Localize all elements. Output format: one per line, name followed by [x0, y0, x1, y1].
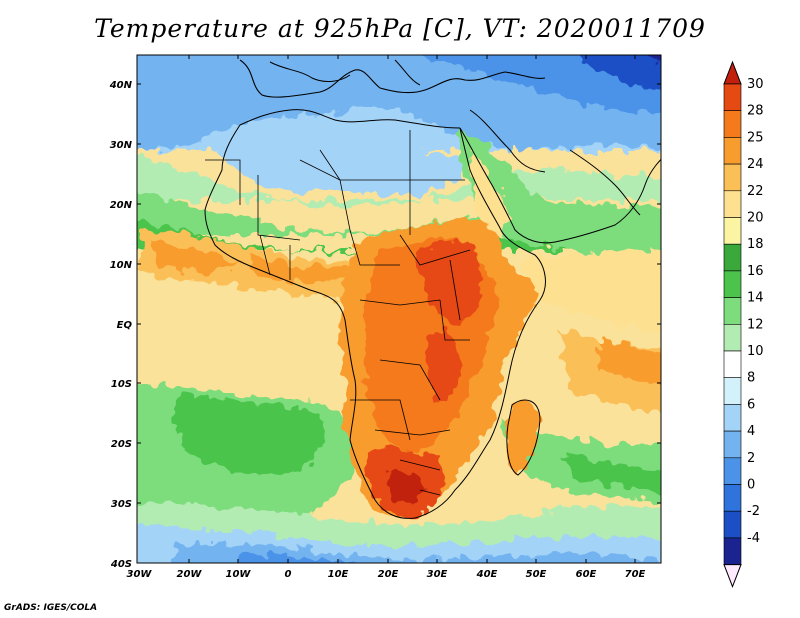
- colorbar-swatch: [723, 323, 742, 352]
- colorbar-label: -4: [747, 531, 760, 546]
- colorbar-swatch: [723, 297, 742, 325]
- colorbar-label: 2: [747, 451, 755, 466]
- lon-label: 10W: [226, 569, 252, 580]
- colorbar-swatch: [723, 137, 742, 165]
- colorbar-swatch: [723, 457, 742, 485]
- lon-label: 50E: [526, 569, 547, 580]
- colorbar-swatch: [723, 430, 742, 459]
- colorbar-label: 12: [747, 317, 764, 332]
- colorbar-label: 24: [747, 157, 764, 172]
- country-borders: [205, 130, 471, 496]
- map-frame: [136, 54, 662, 564]
- lon-label: 30W: [127, 569, 153, 580]
- colorbar-label: 16: [747, 264, 764, 279]
- lon-label: 20W: [177, 569, 203, 580]
- lat-label: 20S: [111, 439, 132, 450]
- colorbar-swatch: [723, 377, 742, 405]
- colorbar-label: 30: [747, 77, 764, 92]
- lon-label: 30E: [427, 569, 448, 580]
- colorbar-swatch: [723, 510, 742, 539]
- colorbar-label: 28: [747, 104, 764, 119]
- lon-label: 70E: [625, 569, 646, 580]
- grads-credit: GrADS: IGES/COLA: [4, 603, 98, 613]
- colorbar-label: -2: [747, 504, 760, 519]
- colorbar-label: 4: [747, 424, 755, 439]
- colorbar-label: 10: [747, 344, 764, 359]
- colorbar-bottom-triangle: [723, 564, 742, 588]
- colorbar-swatch: [723, 190, 742, 218]
- colorbar-swatch: [723, 404, 742, 432]
- colorbar-label: 0: [747, 478, 755, 493]
- colorbar-label: 18: [747, 237, 764, 252]
- lat-label: 40N: [109, 80, 133, 91]
- longitude-axis: 30W 20W 10W 0 10E 20E 30E 40E 50E 60E 70…: [127, 55, 646, 580]
- latitude-axis: 40N 30N 20N 10N EQ 10S 20S 30S 40S: [109, 80, 661, 570]
- colorbar-swatch: [723, 110, 742, 138]
- colorbar-label: 8: [747, 371, 755, 386]
- colorbar-label: 20: [747, 211, 764, 226]
- lat-label: 20N: [110, 200, 133, 211]
- lon-label: 60E: [576, 569, 597, 580]
- colorbar-label: 22: [747, 184, 764, 199]
- colorbar-swatch: [723, 537, 742, 565]
- coastlines: [204, 59, 661, 519]
- map-title: Temperature at 925hPa [C], VT: 202001170…: [94, 14, 706, 43]
- colorbar-swatch: [723, 83, 742, 112]
- lat-label: 10N: [110, 260, 133, 271]
- lon-label: 40E: [476, 569, 498, 580]
- colorbar-top-triangle: [723, 60, 742, 85]
- colorbar-swatch: [723, 163, 742, 192]
- colorbar-label: 6: [747, 397, 755, 412]
- lon-label: 20E: [378, 569, 399, 580]
- colorbar-label: 25: [747, 130, 764, 145]
- colorbar-swatch: [723, 270, 742, 298]
- temperature-field: [137, 55, 661, 563]
- lat-label: 30S: [111, 499, 132, 510]
- lon-label: 0: [285, 569, 292, 580]
- lat-label: 30N: [110, 140, 133, 151]
- colorbar-swatch: [723, 484, 742, 512]
- colorbar-swatch: [723, 217, 742, 245]
- lat-label: EQ: [117, 320, 133, 331]
- lat-label: 10S: [111, 379, 132, 390]
- lon-label: 10E: [328, 569, 349, 580]
- colorbar-swatch: [723, 243, 742, 272]
- lat-label: 40S: [110, 559, 132, 570]
- colorbar-swatch: [723, 350, 742, 379]
- colorbar-label: 14: [747, 291, 764, 306]
